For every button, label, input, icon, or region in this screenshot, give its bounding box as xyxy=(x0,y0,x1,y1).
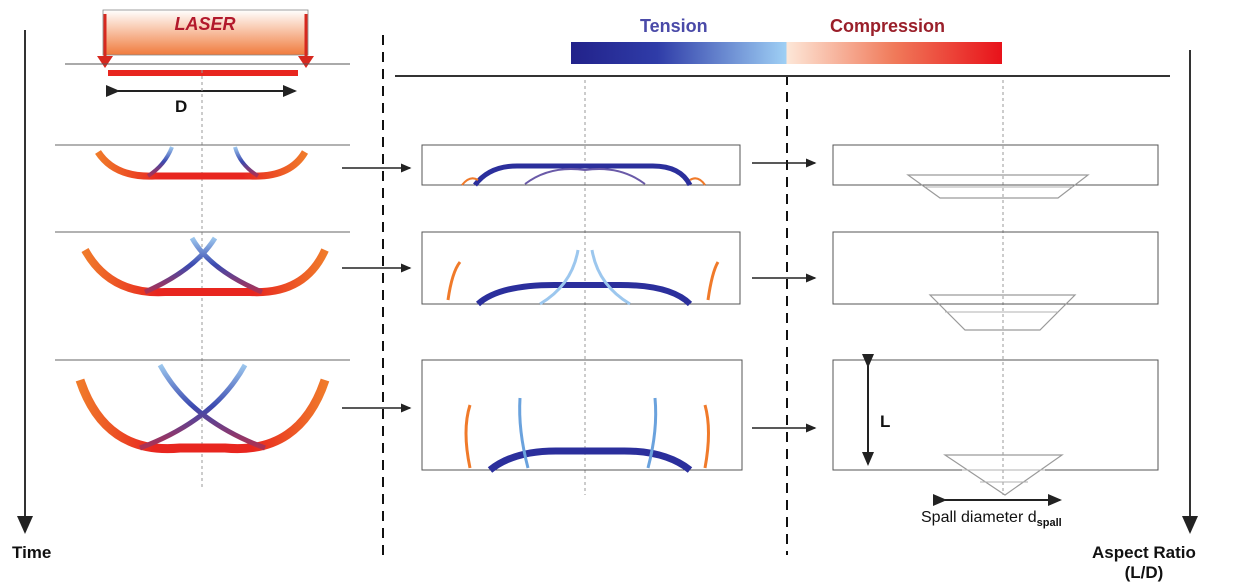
time-axis-label: Time xyxy=(12,543,52,562)
l-label: L xyxy=(880,412,891,431)
middle-stage-1 xyxy=(421,144,741,187)
aspect-ratio-axis-label: Aspect Ratio (L/D) xyxy=(1092,543,1196,583)
laser-source xyxy=(97,9,314,68)
spall-diameter-text: Spall diameter d xyxy=(921,509,1037,526)
spall-diameter-label: Spall diameter dspall xyxy=(921,509,1062,529)
aspect-ratio-formula: (L/D) xyxy=(1124,563,1164,582)
left-stage-1 xyxy=(55,144,350,180)
laser-label: LASER xyxy=(174,14,236,34)
compression-label: Compression xyxy=(830,16,946,36)
left-stage-3 xyxy=(55,359,350,454)
aspect-ratio-title: Aspect Ratio xyxy=(1092,543,1196,562)
right-stage-3 xyxy=(832,359,1159,496)
spall-subscript: spall xyxy=(1036,517,1062,530)
tension-label: Tension xyxy=(640,16,708,36)
left-stage-2 xyxy=(55,231,350,297)
right-stage-2 xyxy=(832,231,1159,331)
d-label: D xyxy=(175,97,188,116)
middle-stage-3 xyxy=(421,359,743,473)
stress-color-scale xyxy=(571,42,1002,64)
middle-stage-2 xyxy=(421,231,741,307)
laser-spot xyxy=(108,70,298,76)
right-stage-1 xyxy=(832,144,1159,199)
